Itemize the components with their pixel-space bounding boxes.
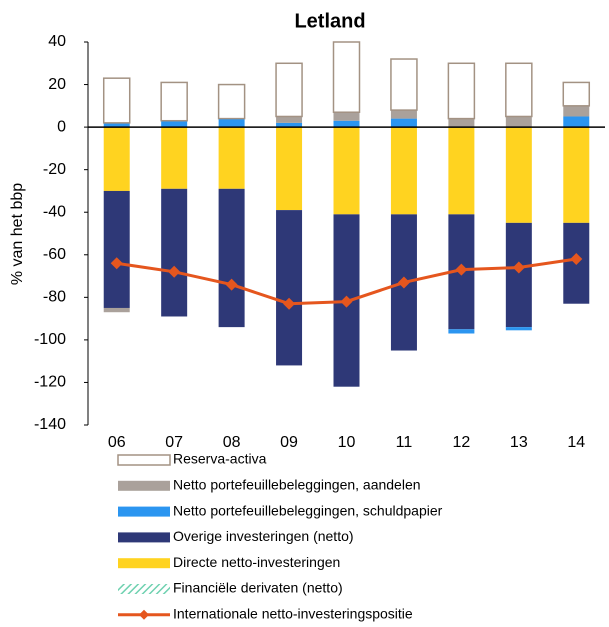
marker: [110, 257, 123, 270]
legend-swatch: [139, 609, 149, 620]
bar: [505, 327, 532, 331]
bar: [218, 127, 245, 189]
bar: [505, 62, 533, 118]
x-tick-label: 13: [510, 434, 528, 451]
marker: [225, 278, 238, 291]
chart-title: Letland: [294, 10, 365, 32]
y-axis-label: % van het bbp: [9, 183, 26, 285]
bar: [563, 116, 590, 128]
y-tick-label: 40: [48, 33, 66, 50]
legend-swatch: [118, 584, 170, 594]
y-tick-label: -140: [34, 416, 66, 433]
bar: [505, 222, 532, 328]
bar: [276, 127, 303, 211]
legend-label: Directe netto-investeringen: [173, 554, 340, 570]
bar: [275, 62, 303, 118]
bar: [390, 118, 417, 128]
y-tick-label: 0: [57, 118, 66, 135]
bar: [505, 116, 532, 128]
y-tick-label: -100: [34, 331, 66, 348]
legend-swatch: [117, 454, 171, 466]
bar: [218, 188, 245, 328]
bar: [448, 118, 475, 128]
x-tick-label: 06: [108, 434, 126, 451]
bar: [562, 81, 591, 107]
legend-label: Financiële derivaten (netto): [173, 580, 343, 596]
bar: [333, 120, 360, 128]
marker: [168, 265, 181, 278]
bar: [103, 190, 130, 308]
marker: [340, 295, 353, 308]
bar: [161, 127, 188, 189]
legend-swatch: [118, 480, 170, 491]
legend-swatch: [118, 532, 170, 543]
y-tick-label: 20: [48, 76, 66, 93]
bar: [103, 307, 130, 313]
marker: [512, 261, 525, 274]
legend-label: Overige investeringen (netto): [173, 528, 354, 544]
bar: [276, 116, 303, 123]
bar: [103, 122, 130, 128]
bar: [276, 210, 303, 366]
bar: [390, 58, 418, 111]
legend-label: Reserva-activa: [173, 451, 267, 467]
bar: [448, 127, 475, 215]
y-tick-label: -80: [43, 289, 66, 306]
bar: [276, 122, 303, 128]
bar: [332, 41, 361, 113]
marker: [283, 297, 296, 310]
x-tick-label: 11: [396, 434, 413, 451]
bar: [448, 329, 475, 334]
marker: [455, 263, 468, 276]
bar: [161, 188, 188, 317]
bar: [447, 62, 476, 120]
bar: [505, 127, 532, 223]
legend-swatch: [118, 506, 170, 517]
bar: [218, 118, 245, 128]
x-tick-label: 09: [280, 434, 298, 451]
marker: [570, 253, 583, 266]
y-tick-label: -120: [34, 374, 66, 391]
bar: [333, 127, 360, 215]
x-tick-label: 12: [452, 434, 470, 451]
bar: [160, 81, 188, 122]
bar: [103, 127, 130, 191]
legend-swatch: [118, 558, 170, 569]
x-tick-label: 07: [165, 434, 183, 451]
y-tick-label: -40: [43, 203, 66, 220]
legend-label: Netto portefeuillebeleggingen, schuldpap…: [173, 502, 443, 518]
bar: [390, 127, 417, 215]
legend-label: Internationale netto-investeringspositie: [173, 606, 413, 622]
x-tick-label: 14: [567, 434, 585, 451]
bar: [102, 77, 131, 124]
bar: [161, 120, 188, 128]
marker: [397, 276, 410, 289]
y-tick-label: -20: [43, 161, 66, 178]
x-tick-label: 08: [223, 434, 241, 451]
bar: [563, 127, 590, 223]
legend-label: Netto portefeuillebeleggingen, aandelen: [173, 477, 421, 493]
x-tick-label: 10: [338, 434, 356, 451]
bar: [390, 110, 417, 119]
bar: [563, 105, 590, 117]
bar: [333, 112, 360, 121]
bar: [217, 83, 246, 120]
y-tick-label: -60: [43, 246, 66, 263]
